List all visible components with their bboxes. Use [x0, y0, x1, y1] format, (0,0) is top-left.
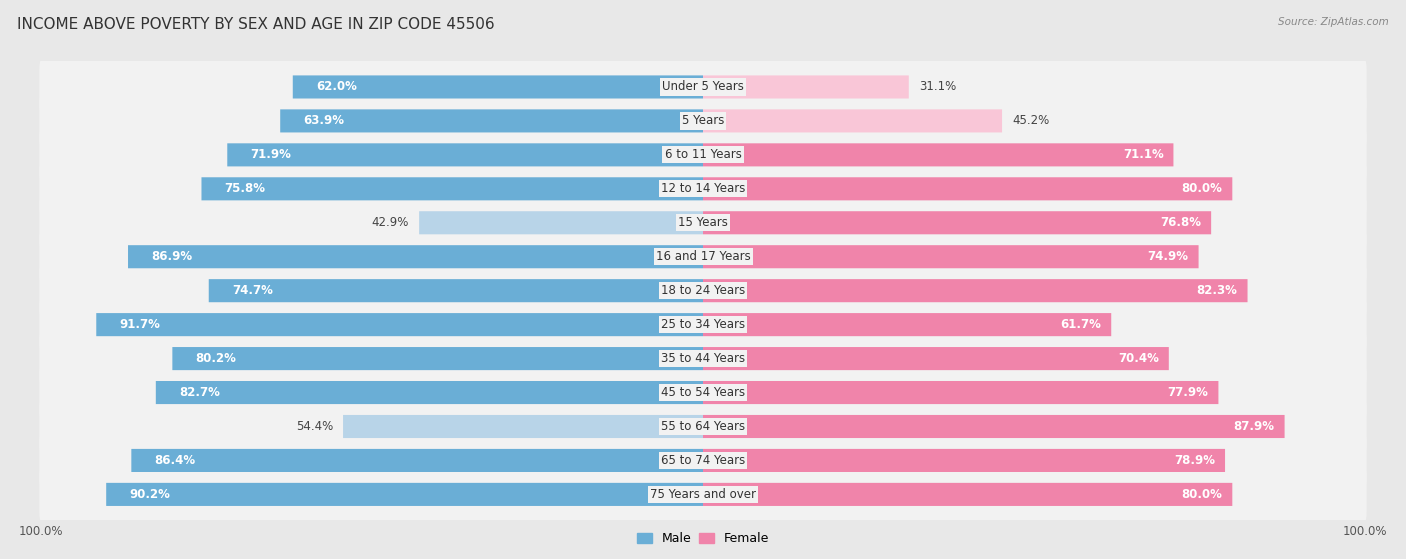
FancyBboxPatch shape — [208, 279, 703, 302]
Text: 77.9%: 77.9% — [1167, 386, 1209, 399]
FancyBboxPatch shape — [419, 211, 703, 234]
Text: 74.9%: 74.9% — [1147, 250, 1188, 263]
FancyBboxPatch shape — [156, 381, 703, 404]
Text: 35 to 44 Years: 35 to 44 Years — [661, 352, 745, 365]
FancyBboxPatch shape — [39, 127, 1367, 182]
FancyBboxPatch shape — [703, 245, 1198, 268]
Text: 63.9%: 63.9% — [304, 115, 344, 127]
Text: 80.0%: 80.0% — [1181, 182, 1222, 195]
FancyBboxPatch shape — [703, 483, 1232, 506]
Text: 82.7%: 82.7% — [179, 386, 219, 399]
Text: 80.0%: 80.0% — [1181, 488, 1222, 501]
FancyBboxPatch shape — [703, 75, 908, 98]
Text: 55 to 64 Years: 55 to 64 Years — [661, 420, 745, 433]
Text: 25 to 34 Years: 25 to 34 Years — [661, 318, 745, 331]
Text: 75 Years and over: 75 Years and over — [650, 488, 756, 501]
FancyBboxPatch shape — [703, 381, 1219, 404]
FancyBboxPatch shape — [703, 143, 1174, 167]
Text: Source: ZipAtlas.com: Source: ZipAtlas.com — [1278, 17, 1389, 27]
Text: 45.2%: 45.2% — [1012, 115, 1049, 127]
FancyBboxPatch shape — [703, 279, 1247, 302]
FancyBboxPatch shape — [39, 366, 1367, 420]
FancyBboxPatch shape — [39, 162, 1367, 216]
Text: 71.1%: 71.1% — [1123, 148, 1164, 162]
Text: 82.3%: 82.3% — [1197, 284, 1237, 297]
FancyBboxPatch shape — [131, 449, 703, 472]
Text: 12 to 14 Years: 12 to 14 Years — [661, 182, 745, 195]
FancyBboxPatch shape — [280, 110, 703, 132]
FancyBboxPatch shape — [228, 143, 703, 167]
Text: 90.2%: 90.2% — [129, 488, 170, 501]
Text: 71.9%: 71.9% — [250, 148, 291, 162]
FancyBboxPatch shape — [96, 313, 703, 336]
Text: 74.7%: 74.7% — [232, 284, 273, 297]
Text: 16 and 17 Years: 16 and 17 Years — [655, 250, 751, 263]
Text: 78.9%: 78.9% — [1174, 454, 1215, 467]
Text: 65 to 74 Years: 65 to 74 Years — [661, 454, 745, 467]
Text: INCOME ABOVE POVERTY BY SEX AND AGE IN ZIP CODE 45506: INCOME ABOVE POVERTY BY SEX AND AGE IN Z… — [17, 17, 495, 32]
FancyBboxPatch shape — [703, 415, 1285, 438]
Text: 80.2%: 80.2% — [195, 352, 236, 365]
FancyBboxPatch shape — [703, 313, 1111, 336]
Text: 87.9%: 87.9% — [1233, 420, 1275, 433]
Legend: Male, Female: Male, Female — [631, 527, 775, 550]
FancyBboxPatch shape — [703, 110, 1002, 132]
Text: 31.1%: 31.1% — [918, 80, 956, 93]
Text: 6 to 11 Years: 6 to 11 Years — [665, 148, 741, 162]
Text: 86.9%: 86.9% — [152, 250, 193, 263]
FancyBboxPatch shape — [107, 483, 703, 506]
FancyBboxPatch shape — [703, 449, 1225, 472]
FancyBboxPatch shape — [39, 263, 1367, 318]
Text: 54.4%: 54.4% — [295, 420, 333, 433]
FancyBboxPatch shape — [292, 75, 703, 98]
FancyBboxPatch shape — [39, 331, 1367, 386]
Text: 61.7%: 61.7% — [1060, 318, 1101, 331]
Text: 91.7%: 91.7% — [120, 318, 160, 331]
Text: 15 Years: 15 Years — [678, 216, 728, 229]
Text: Under 5 Years: Under 5 Years — [662, 80, 744, 93]
Text: 86.4%: 86.4% — [155, 454, 195, 467]
Text: 75.8%: 75.8% — [225, 182, 266, 195]
Text: 45 to 54 Years: 45 to 54 Years — [661, 386, 745, 399]
Text: 5 Years: 5 Years — [682, 115, 724, 127]
FancyBboxPatch shape — [39, 399, 1367, 454]
FancyBboxPatch shape — [39, 433, 1367, 487]
Text: 62.0%: 62.0% — [316, 80, 357, 93]
Text: 76.8%: 76.8% — [1160, 216, 1201, 229]
FancyBboxPatch shape — [343, 415, 703, 438]
Text: 18 to 24 Years: 18 to 24 Years — [661, 284, 745, 297]
FancyBboxPatch shape — [39, 467, 1367, 522]
FancyBboxPatch shape — [128, 245, 703, 268]
FancyBboxPatch shape — [39, 196, 1367, 250]
FancyBboxPatch shape — [201, 177, 703, 200]
FancyBboxPatch shape — [703, 177, 1232, 200]
FancyBboxPatch shape — [703, 347, 1168, 370]
FancyBboxPatch shape — [39, 230, 1367, 284]
FancyBboxPatch shape — [703, 211, 1211, 234]
FancyBboxPatch shape — [39, 60, 1367, 114]
Text: 42.9%: 42.9% — [371, 216, 409, 229]
FancyBboxPatch shape — [173, 347, 703, 370]
Text: 70.4%: 70.4% — [1118, 352, 1159, 365]
FancyBboxPatch shape — [39, 94, 1367, 148]
FancyBboxPatch shape — [39, 297, 1367, 352]
